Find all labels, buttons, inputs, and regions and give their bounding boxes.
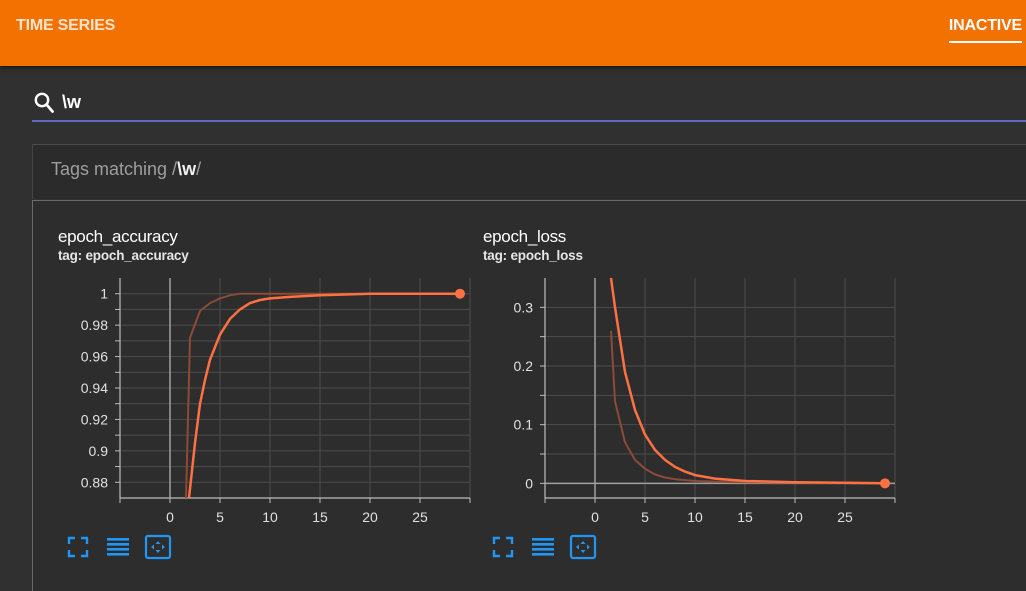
y-tick-label: 0.96 <box>81 349 108 365</box>
log-scale-icon[interactable] <box>106 535 130 559</box>
series-line-raw <box>610 330 885 485</box>
y-tick-label: 0.94 <box>81 380 108 396</box>
tag-group-prefix: Tags matching / <box>51 159 178 179</box>
series-line-smoothed <box>187 292 460 498</box>
fit-domain-icon[interactable] <box>569 533 597 561</box>
tag-group-header[interactable]: Tags matching /\w/ <box>32 144 1026 199</box>
x-tick-label: 15 <box>312 509 328 525</box>
y-tick-label: 0.3 <box>514 299 534 315</box>
series-last-point <box>880 478 890 489</box>
tag-group-label: Tags matching /\w/ <box>51 159 201 180</box>
tag-group-pattern: \w <box>177 159 197 179</box>
x-tick-label: 10 <box>262 509 278 525</box>
x-tick-label: 5 <box>216 509 224 525</box>
x-tick-label: 20 <box>362 509 378 525</box>
card-tag-epoch-loss: tag: epoch_loss <box>483 248 583 263</box>
fullscreen-icon[interactable] <box>491 535 515 559</box>
x-tick-label: 25 <box>412 509 428 525</box>
y-tick-label: 0.9 <box>89 443 109 459</box>
x-tick-label: 15 <box>737 509 753 525</box>
tag-filter-bar <box>32 82 1026 122</box>
y-tick-label: 0.2 <box>514 358 534 374</box>
x-tick-label: 0 <box>166 509 174 525</box>
y-tick-label: 0.98 <box>81 317 108 333</box>
y-tick-label: 0 <box>525 475 533 491</box>
x-tick-label: 20 <box>787 509 803 525</box>
x-tick-label: 10 <box>687 509 703 525</box>
chart-epoch-loss[interactable]: 0 5 10 15 20 25 0 0.1 0.2 0.3 <box>483 268 903 530</box>
x-tick-label: 25 <box>837 509 853 525</box>
tag-group-suffix: / <box>196 159 202 179</box>
plot-area <box>185 292 460 498</box>
top-app-bar: TIME SERIES INACTIVE <box>0 0 1026 66</box>
y-tick-label: 0.92 <box>81 411 108 427</box>
x-tick-label: 0 <box>591 509 599 525</box>
y-tick-label: 0.1 <box>514 417 534 433</box>
tag-filter-input[interactable] <box>62 90 662 114</box>
card-title-epoch-loss: epoch_loss <box>483 227 567 246</box>
series-line-smoothed <box>609 277 886 485</box>
log-scale-icon[interactable] <box>531 535 555 559</box>
fullscreen-icon[interactable] <box>66 535 90 559</box>
search-icon <box>34 92 54 113</box>
card-title-epoch-accuracy: epoch_accuracy <box>58 227 178 246</box>
inactive-tab[interactable]: INACTIVE <box>948 17 1022 43</box>
fit-domain-icon[interactable] <box>144 533 172 561</box>
app-title[interactable]: TIME SERIES <box>16 17 116 34</box>
plot-area <box>609 277 886 485</box>
x-tick-label: 5 <box>641 509 649 525</box>
series-last-point <box>455 288 465 299</box>
card-tag-epoch-accuracy: tag: epoch_accuracy <box>58 248 189 263</box>
y-tick-label: 0.88 <box>81 474 108 490</box>
chart-epoch-accuracy[interactable]: 0 5 10 15 20 25 0.88 0.9 0.92 0.94 0.96 0.98 1 <box>58 268 478 530</box>
y-tick-label: 1 <box>100 286 108 302</box>
